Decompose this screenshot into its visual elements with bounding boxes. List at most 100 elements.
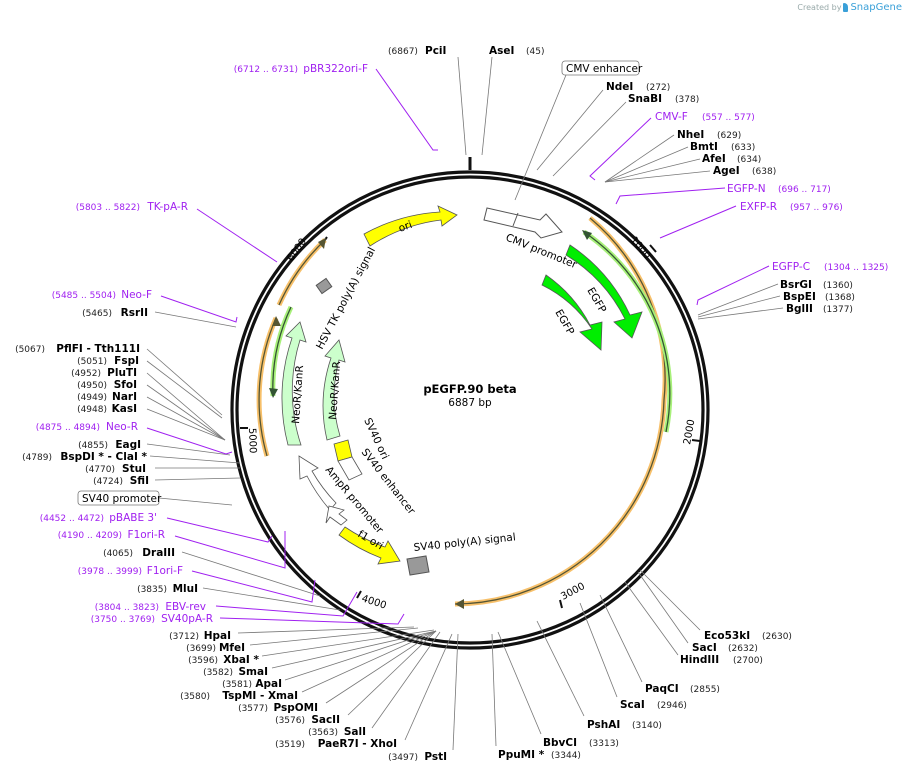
f1-ori-arrow[interactable] xyxy=(338,526,401,565)
svg-text:Neo-R: Neo-R xyxy=(106,421,138,433)
site-bspei[interactable]: BspEI (1368) xyxy=(697,291,855,318)
site-pspomi[interactable]: PspOMI (3577) xyxy=(238,630,437,714)
site-sali[interactable]: SalI (3563) xyxy=(308,631,441,738)
sv40-promoter-callout[interactable]: SV40 promoter xyxy=(77,490,233,506)
hsv-tk-polya-box[interactable] xyxy=(315,277,333,295)
primer-f1ori-f[interactable]: F1ori-F (3978 .. 3999) xyxy=(78,565,316,603)
site-paqci[interactable]: PaqCI (2855) xyxy=(599,594,720,695)
site-mfei[interactable]: MfeI(3699) xyxy=(186,627,419,654)
site-sfoi[interactable]: SfoI (4950) xyxy=(77,379,226,441)
svg-text:F1ori-F: F1ori-F xyxy=(147,565,183,577)
site-xhoi[interactable]: PaeR7I - XhoI (3519) xyxy=(275,633,453,750)
svg-text:(4875 .. 4894): (4875 .. 4894) xyxy=(36,423,100,433)
svg-text:SmaI: SmaI xyxy=(239,666,269,678)
site-pshai[interactable]: PshAI (3140) xyxy=(536,620,662,731)
svg-text:RsrII: RsrII xyxy=(121,307,148,319)
cmv-enhancer-callout[interactable]: CMV enhancer xyxy=(514,60,643,201)
site-bmti[interactable]: BmtI (633) xyxy=(604,141,755,183)
primer-tk-pa-r[interactable]: TK-pA-R (5803 .. 5822) xyxy=(76,201,278,263)
site-nhei[interactable]: NheI (629) xyxy=(604,129,741,183)
primer-egfp-n[interactable]: EGFP-N (696 .. 717) xyxy=(615,183,831,205)
site-xbai[interactable]: XbaI * (3596) xyxy=(188,629,435,666)
svg-text:(2632): (2632) xyxy=(728,644,758,654)
plasmid-length: 6887 bp xyxy=(448,397,492,409)
site-saci[interactable]: SacI (2632) xyxy=(637,571,758,654)
svg-text:XbaI *: XbaI * xyxy=(223,654,259,666)
svg-text:pBABE 3': pBABE 3' xyxy=(109,512,157,524)
svg-text:(3497): (3497) xyxy=(388,753,418,763)
svg-text:(5485 .. 5504): (5485 .. 5504) xyxy=(52,291,116,301)
primer-cmv-f[interactable]: CMV-F (557 .. 577) xyxy=(589,111,755,181)
primer-egfp-c[interactable]: EGFP-C (1304 .. 1325) xyxy=(696,261,888,306)
site-pluti[interactable]: PluTI (4952) xyxy=(71,367,226,441)
svg-text:BspDI * - ClaI *: BspDI * - ClaI * xyxy=(60,451,147,463)
site-apai[interactable]: ApaI(3581) xyxy=(222,630,437,690)
site-fspi[interactable]: FspI (5051) xyxy=(77,355,223,419)
site-clai[interactable]: BspDI * - ClaI * (4789) xyxy=(22,451,241,464)
site-rsrii[interactable]: RsrII (5465) xyxy=(82,307,237,328)
sv40-enhancer-box[interactable] xyxy=(337,456,363,481)
site-ppumi[interactable]: PpuMI * (3344) xyxy=(491,633,581,761)
site-agei[interactable]: AgeI (638) xyxy=(604,165,776,183)
site-hpai[interactable]: HpaI (3712) xyxy=(169,626,415,642)
svg-text:PluTI: PluTI xyxy=(107,367,137,379)
site-afei[interactable]: AfeI (634) xyxy=(604,153,761,183)
svg-text:(638): (638) xyxy=(752,167,776,177)
svg-text:PstI: PstI xyxy=(424,751,447,763)
site-pcii[interactable]: (6867) PciI xyxy=(388,45,467,156)
site-asei[interactable]: AseI (45) xyxy=(481,45,544,156)
site-nari[interactable]: NarI (4949) xyxy=(77,391,226,441)
neor-label-2: NeoR/KanR xyxy=(327,361,343,420)
svg-text:(6867): (6867) xyxy=(388,47,418,57)
svg-text:MluI: MluI xyxy=(173,583,198,595)
primer-pbr322ori-f[interactable]: pBR322ori-F (6712 .. 6731) xyxy=(234,63,438,151)
primer-ebv-rev[interactable]: EBV-rev (3804 .. 3823) xyxy=(95,591,358,617)
primer-neo-r[interactable]: Neo-R (4875 .. 4894) xyxy=(36,421,233,455)
primer-exfp-r[interactable]: EXFP-R (957 .. 976) xyxy=(659,201,843,239)
primer-sv40pa-r[interactable]: SV40pA-R (3750 .. 3769) xyxy=(91,613,405,625)
site-scai[interactable]: ScaI (2946) xyxy=(579,602,687,711)
hsv-tk-polya-label: HSV TK poly(A) signal xyxy=(314,245,378,351)
svg-text:DraIII: DraIII xyxy=(142,547,175,559)
site-eco53ki[interactable]: Eco53kI (2630) xyxy=(639,569,792,642)
svg-text:MfeI: MfeI xyxy=(219,642,245,654)
site-bsrgi[interactable]: BsrGI (1360) xyxy=(697,279,853,316)
neor-label-1: NeoR/KanR xyxy=(290,365,306,424)
site-psti[interactable]: PstI (3497) xyxy=(388,633,459,763)
svg-text:(3580): (3580) xyxy=(180,692,210,702)
site-xmai[interactable]: TspMI - XmaI (3580) xyxy=(180,630,437,702)
site-bglii[interactable]: BglII (1377) xyxy=(697,303,853,320)
svg-text:(557 .. 577): (557 .. 577) xyxy=(702,113,755,123)
svg-text:F1ori-R: F1ori-R xyxy=(128,529,165,541)
neor-kanr-arrow-outer[interactable] xyxy=(281,321,307,446)
sv40-polya-box[interactable] xyxy=(406,555,430,576)
neor-kanr-arrow-inner[interactable] xyxy=(322,339,346,441)
primer-pbabe-3[interactable]: pBABE 3' (4452 .. 4472) xyxy=(40,512,273,543)
site-smai[interactable]: SmaI (3582) xyxy=(203,630,437,678)
site-tth111i[interactable]: PflFI - Tth111I (5067) xyxy=(15,343,223,416)
site-snabi[interactable]: SnaBI (378) xyxy=(552,93,699,177)
site-mlui[interactable]: MluI (3835) xyxy=(137,583,341,611)
ori-arrow[interactable] xyxy=(363,205,458,247)
ampr-promoter-arrow[interactable] xyxy=(298,455,337,511)
primer-neo-f[interactable]: Neo-F (5485 .. 5504) xyxy=(52,289,238,323)
site-ndei[interactable]: NdeI (272) xyxy=(536,81,670,171)
svg-text:(957 .. 976): (957 .. 976) xyxy=(790,203,843,213)
cmv-promoter-arrow[interactable] xyxy=(483,207,563,239)
site-eagi[interactable]: EagI (4855) xyxy=(78,439,231,456)
egfp-arrow-inner[interactable] xyxy=(541,274,603,351)
site-sacii[interactable]: SacII (3576) xyxy=(275,630,437,726)
site-hindiii[interactable]: HindIII (2700) xyxy=(624,581,763,666)
site-draiii[interactable]: DraIII (4065) xyxy=(103,547,321,597)
svg-text:(3519): (3519) xyxy=(275,740,305,750)
site-sfii[interactable]: SfiI (4724) xyxy=(93,475,241,487)
svg-text:(629): (629) xyxy=(717,131,741,141)
site-kasi[interactable]: KasI (4948) xyxy=(77,403,226,441)
egfp-arrow-outer[interactable] xyxy=(565,244,643,339)
site-bbvci[interactable]: BbvCI (3313) xyxy=(497,631,619,749)
site-stui[interactable]: StuI (4770) xyxy=(85,463,240,475)
cmv-enhancer-label: CMV enhancer xyxy=(566,63,643,75)
svg-text:(3140): (3140) xyxy=(632,721,662,731)
svg-text:1000: 1000 xyxy=(628,235,653,262)
primer-f1ori-r[interactable]: F1ori-R (4190 .. 4209) xyxy=(58,529,286,569)
